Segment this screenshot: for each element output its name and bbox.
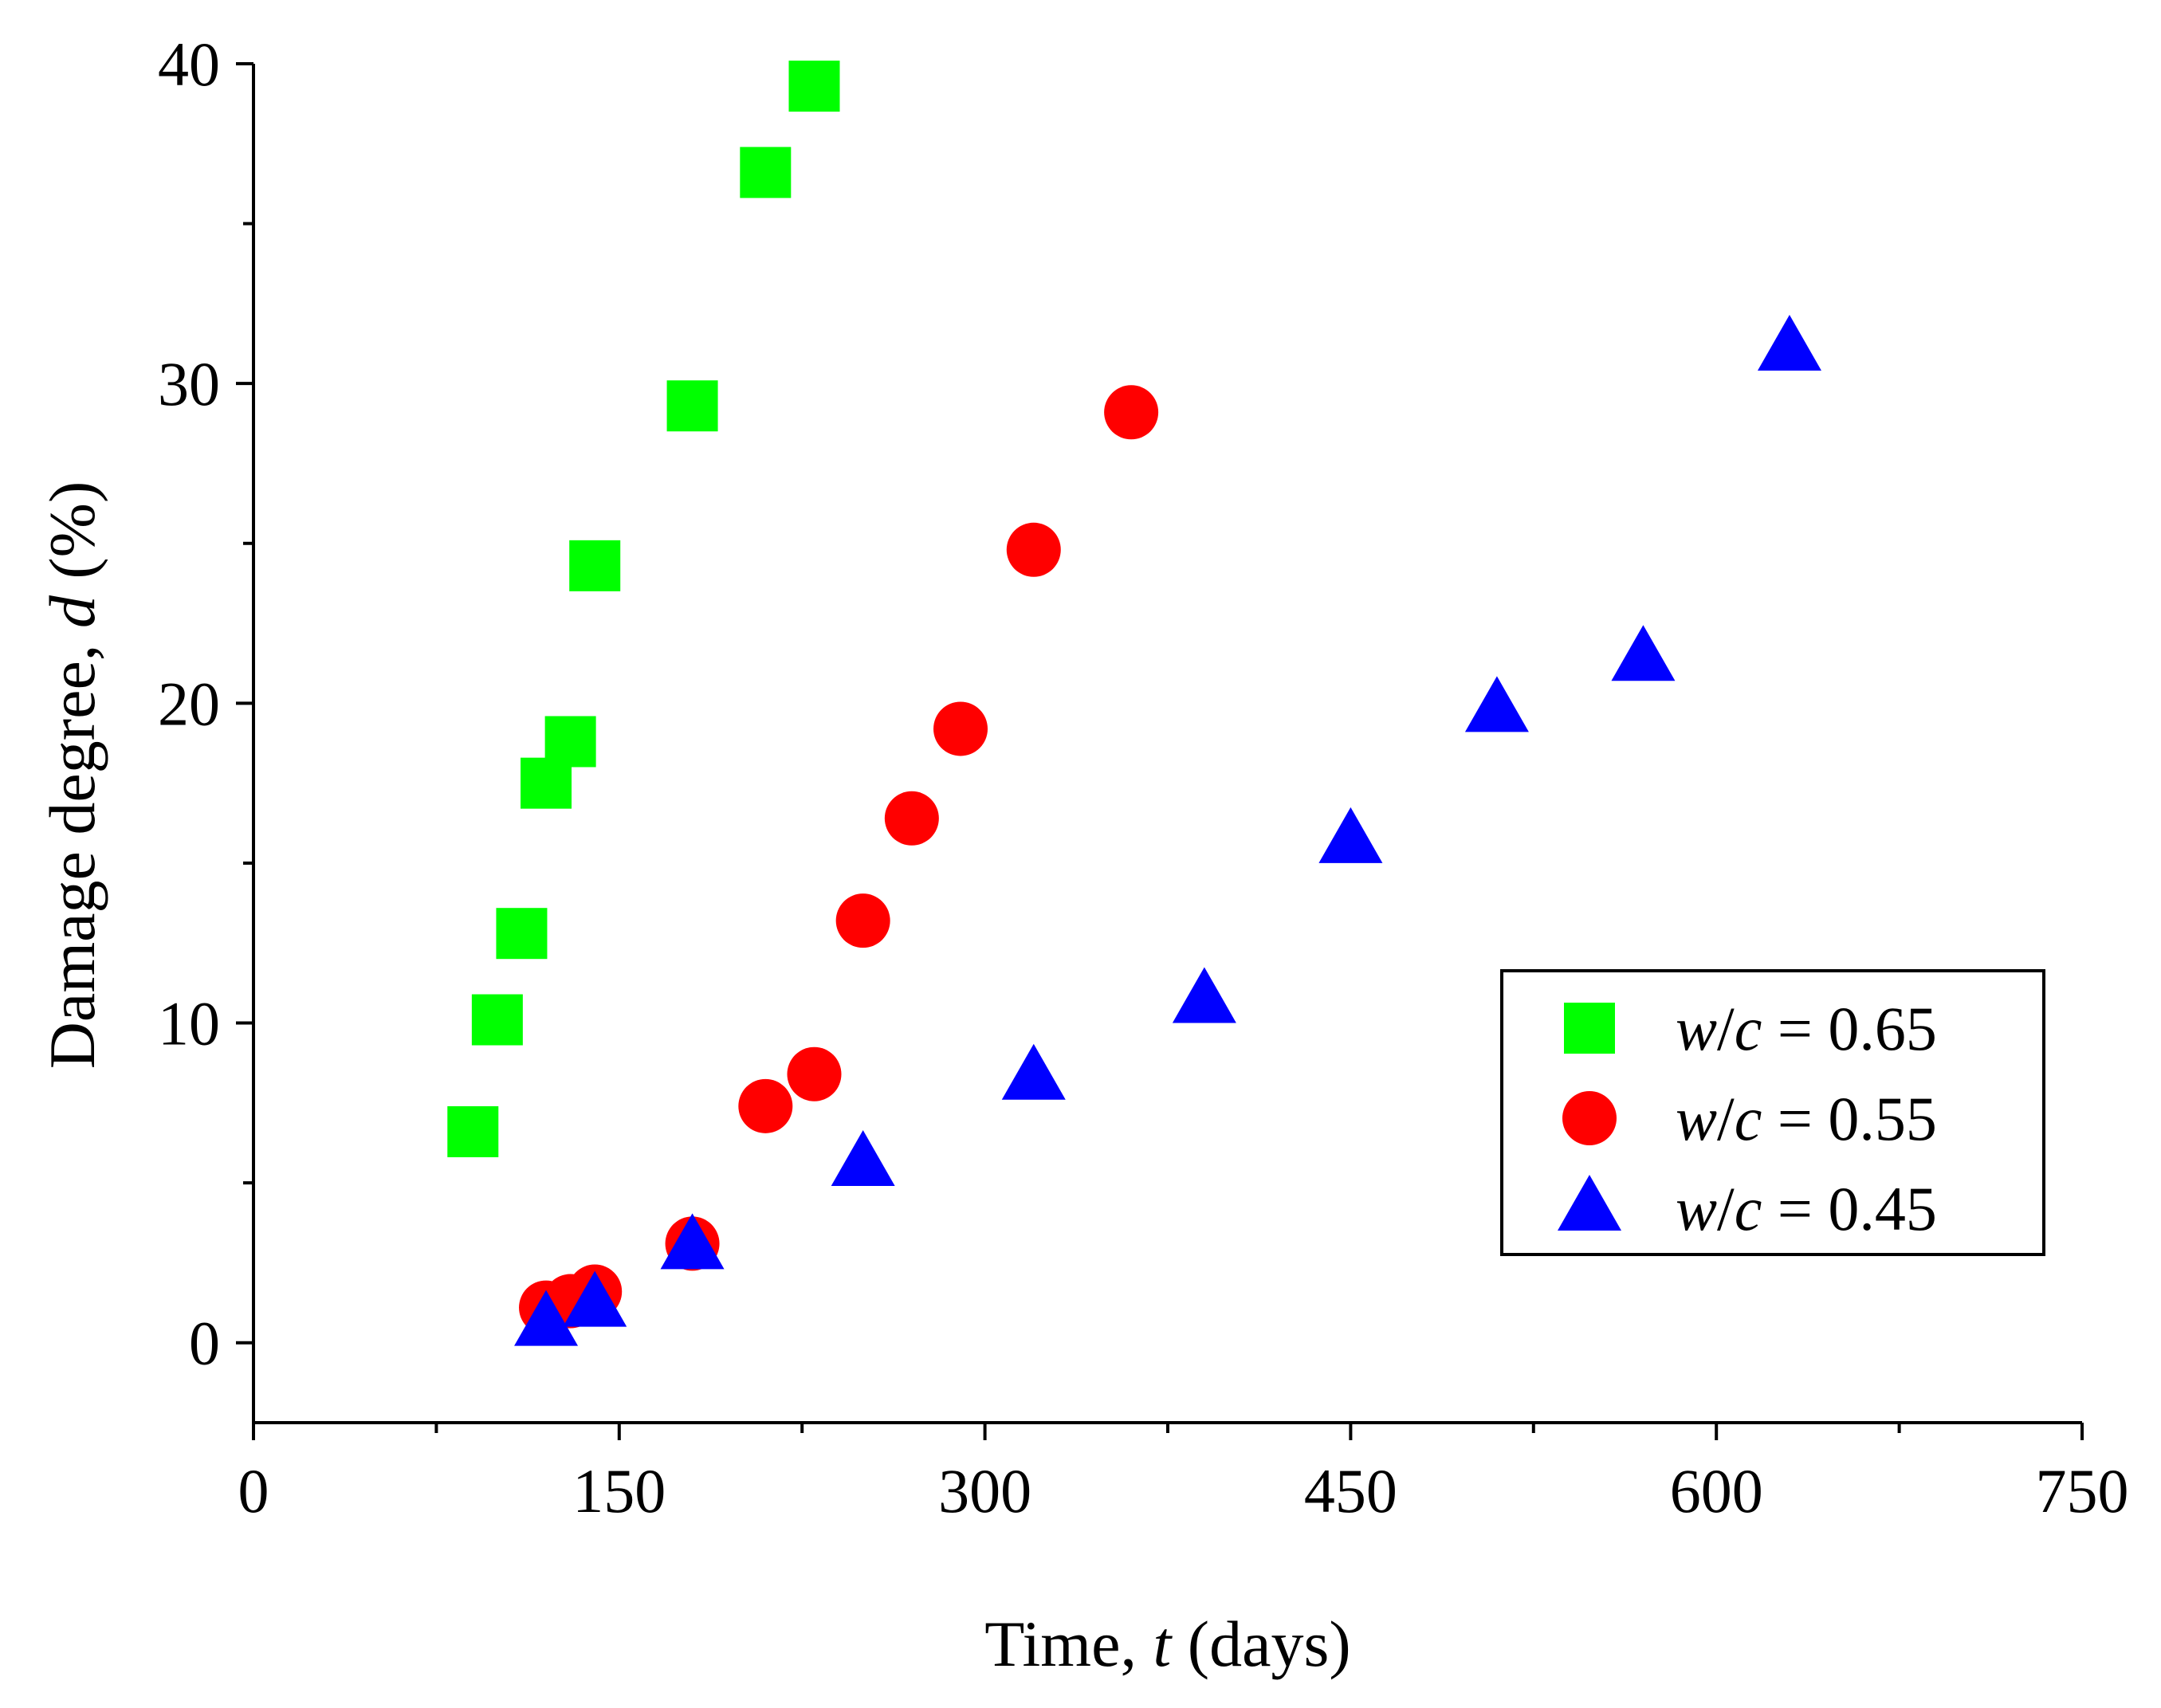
square-point: [544, 716, 596, 768]
x-tick-label: 600: [1670, 1456, 1763, 1525]
circle-point: [884, 791, 939, 846]
data-points: [447, 61, 1821, 1346]
square-point: [740, 147, 792, 198]
square-point: [788, 61, 840, 112]
y-tick-label: 40: [158, 29, 220, 99]
series-square: [447, 61, 840, 1157]
legend-label-wc-045: w/c = 0.45: [1676, 1174, 1937, 1243]
triangle-point: [1757, 315, 1821, 371]
x-tick-label: 450: [1304, 1456, 1397, 1525]
legend-label-wc-055: w/c = 0.55: [1676, 1084, 1937, 1153]
circle-point: [1104, 385, 1159, 440]
triangle-point: [514, 1290, 579, 1346]
legend-item-wc-055: w/c = 0.55: [1562, 1084, 1937, 1153]
circle-point: [787, 1046, 842, 1101]
triangle-point: [1001, 1043, 1066, 1100]
y-axis-title: Damage degree, d (%): [36, 481, 108, 1070]
square-point: [496, 908, 548, 960]
circle-point: [738, 1078, 793, 1133]
legend: w/c = 0.65 w/c = 0.55 w/c = 0.45: [1500, 969, 2045, 1256]
axes: 0 150 300 450 600 750 0 10 20 30 40: [158, 29, 2129, 1525]
triangle-point: [563, 1270, 627, 1327]
legend-item-wc-065: w/c = 0.65: [1564, 994, 1937, 1063]
x-tick-label: 750: [2036, 1456, 2129, 1525]
triangle-point: [831, 1130, 895, 1187]
legend-circle-marker: [1562, 1091, 1617, 1145]
y-tick-label: 20: [158, 669, 220, 738]
legend-label-wc-065: w/c = 0.65: [1676, 994, 1937, 1063]
triangle-point: [1611, 625, 1676, 681]
triangle-point: [1172, 967, 1236, 1023]
series-triangle: [514, 315, 1821, 1346]
circle-point: [1006, 522, 1061, 577]
square-point: [666, 380, 718, 432]
y-tick-label: 0: [189, 1309, 220, 1378]
legend-item-wc-045: w/c = 0.45: [1558, 1174, 1937, 1243]
y-tick-label: 30: [158, 349, 220, 418]
y-tick-label: 10: [158, 989, 220, 1058]
legend-square-marker: [1564, 1003, 1615, 1054]
triangle-point: [1318, 807, 1383, 863]
triangle-point: [660, 1213, 725, 1270]
triangle-point: [1464, 676, 1529, 732]
square-point: [471, 994, 523, 1046]
square-point: [447, 1105, 499, 1157]
circle-point: [835, 893, 890, 948]
circle-point: [933, 701, 988, 756]
x-tick-label: 300: [938, 1456, 1031, 1525]
x-tick-label: 150: [572, 1456, 666, 1525]
square-point: [569, 540, 621, 591]
x-tick-label: 0: [238, 1456, 269, 1525]
x-axis-title: Time, t (days): [984, 1608, 1350, 1680]
legend-triangle-marker: [1558, 1175, 1621, 1231]
